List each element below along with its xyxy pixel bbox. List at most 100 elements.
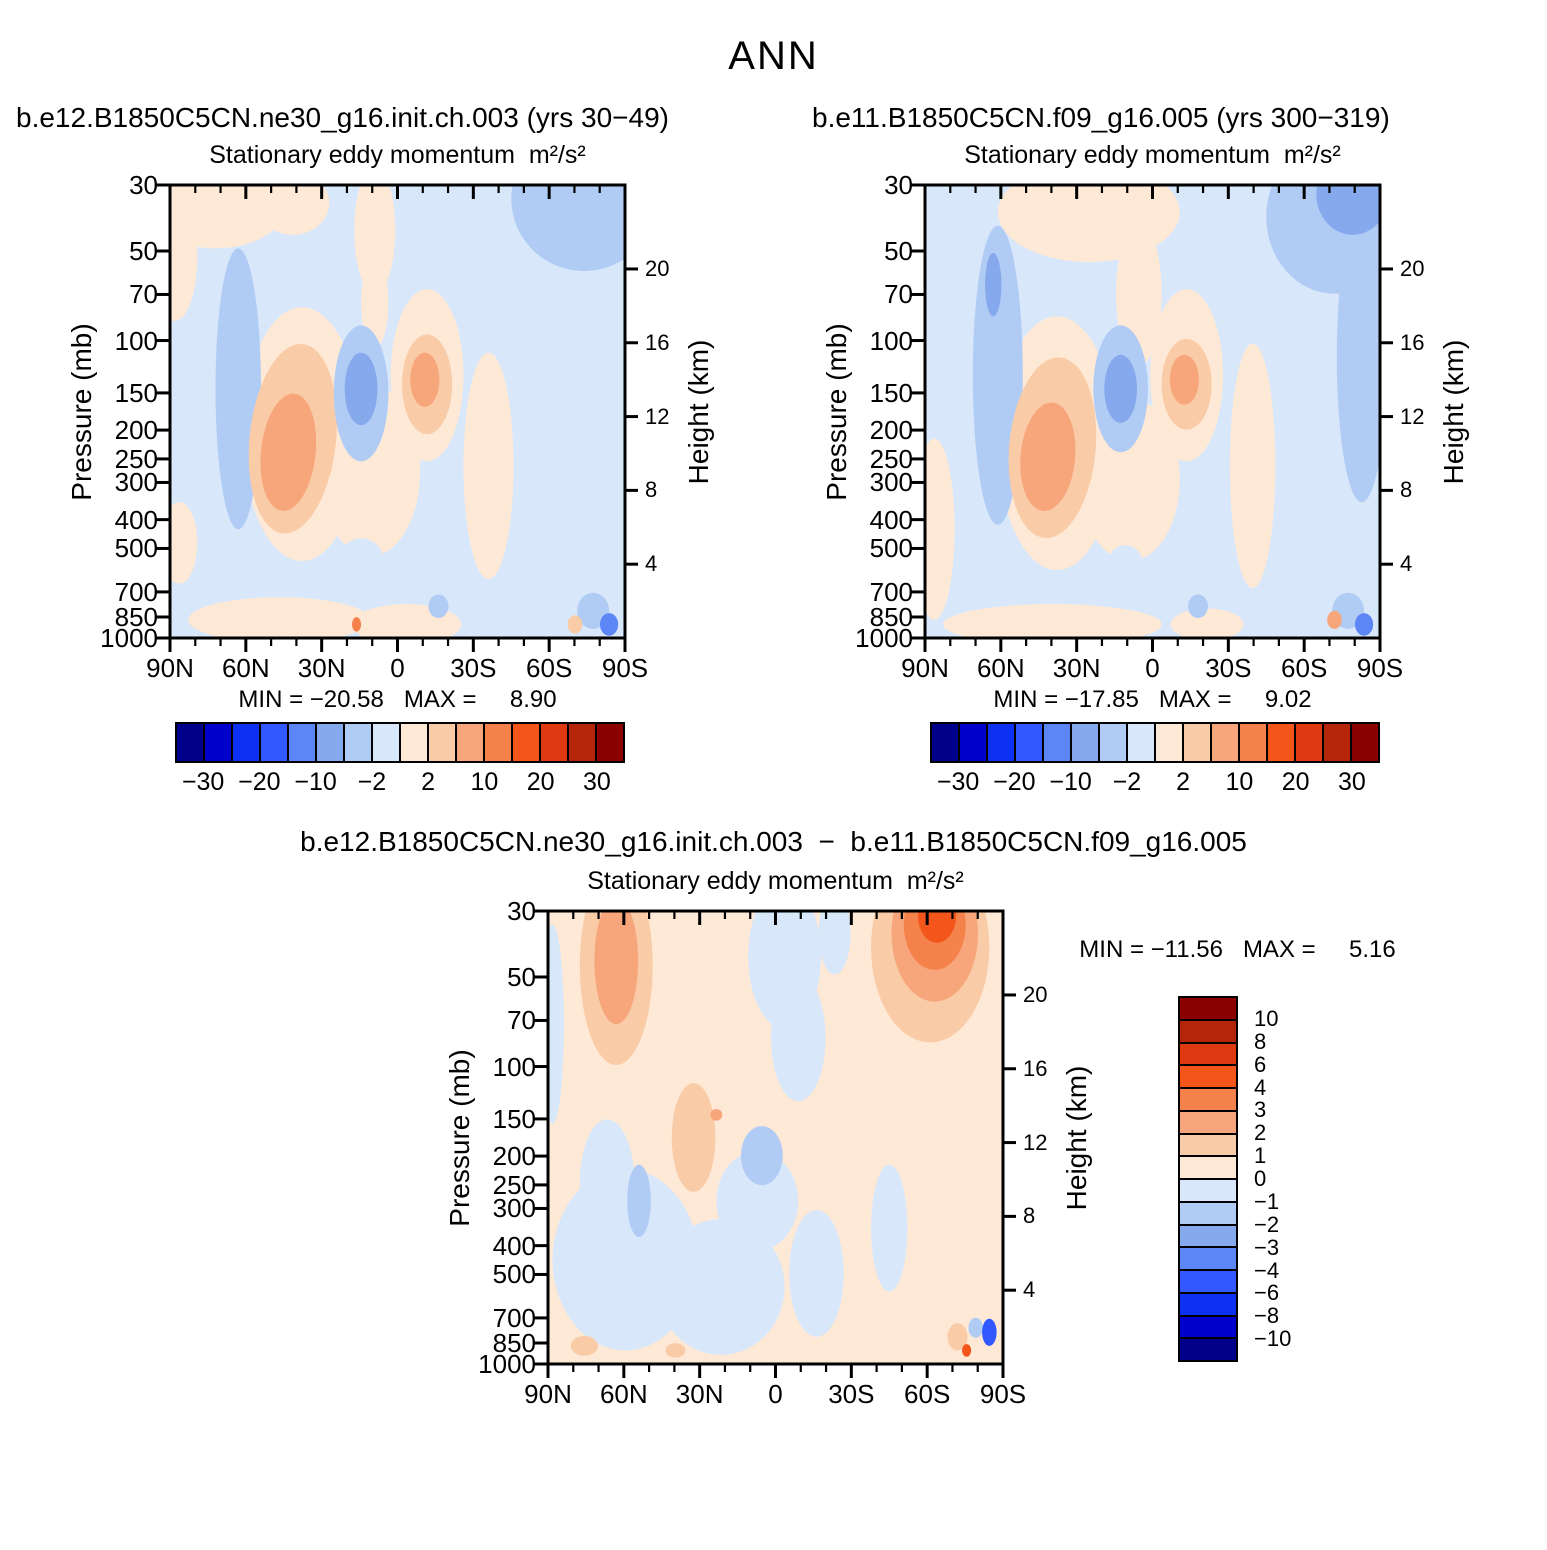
latitude-tick-label: 60N <box>221 653 270 683</box>
pressure-tick-label: 250 <box>869 443 913 474</box>
panel-diff-plot: 30 50 70 100 150 200 250 300 400 500 700 850 1000 20 1… <box>444 898 1092 1407</box>
colorbar-tick-label: −1 <box>1254 1188 1280 1214</box>
height-axis-label: Height (km) <box>1438 339 1469 484</box>
height-tick-label: 12 <box>645 403 670 429</box>
panel-case2-colorbar: −30 −20 −10 −2 2 10 20 30 <box>930 722 1380 795</box>
colorbar-cell <box>1178 1178 1238 1203</box>
colorbar-cell <box>175 722 205 763</box>
pressure-tick-label: 700 <box>492 1302 536 1333</box>
pressure-tick-label: 500 <box>869 533 913 564</box>
colorbar-tick-label: 30 <box>582 768 611 796</box>
height-tick-label: 8 <box>1023 1203 1036 1229</box>
colorbar-tick-label: 20 <box>1281 768 1310 796</box>
height-tick-label: 16 <box>645 329 670 355</box>
colorbar-cell <box>1178 1018 1238 1044</box>
pressure-tick-label: 150 <box>114 377 158 408</box>
pressure-tick-label: 200 <box>114 415 158 446</box>
pressure-tick-label: 1000 <box>855 623 913 653</box>
latitude-tick-label: 30S <box>450 653 497 683</box>
colorbar-cell <box>343 722 373 763</box>
colorbar-tick-label: 0 <box>1254 1166 1267 1191</box>
pressure-tick-label: 100 <box>492 1051 536 1082</box>
pressure-tick-label: 150 <box>869 377 913 408</box>
colorbar-cell <box>595 722 625 763</box>
panel-case1-header: b.e12.B1850C5CN.ne30_g16.init.ch.003 (yr… <box>16 102 669 133</box>
contour-field-case2 <box>911 183 1393 652</box>
height-axis-label: Height (km) <box>683 339 714 484</box>
colorbar-cell <box>1154 722 1184 763</box>
colorbar-cell <box>1178 1269 1238 1294</box>
height-axis-label: Height (km) <box>1061 1065 1092 1210</box>
pressure-tick-label: 300 <box>492 1193 536 1224</box>
panel-diff-subtitle: Stationary eddy momentum m²/s² <box>587 867 964 895</box>
latitude-tick-label: 30S <box>828 1379 875 1409</box>
colorbar-tick-label: 10 <box>1254 1005 1279 1031</box>
colorbar-cell <box>1178 996 1238 1021</box>
pressure-tick-label: 70 <box>884 279 913 310</box>
colorbar-cell <box>1178 1109 1238 1135</box>
colorbar-cell <box>1042 722 1072 763</box>
panel-case1-minmax: MIN = −20.58 MAX = 8.90 <box>238 686 557 713</box>
colorbar-cell <box>455 722 485 763</box>
colorbar-tick-label: 2 <box>421 768 436 796</box>
colorbar-tick-label: −2 <box>357 768 387 796</box>
colorbar-cell <box>1178 1314 1238 1340</box>
pressure-tick-label: 100 <box>114 325 158 356</box>
contour-field-diff <box>534 909 1016 1378</box>
latitude-tick-label: 90N <box>901 653 949 683</box>
colorbar-tick-label: −6 <box>1254 1280 1280 1306</box>
latitude-tick-label: 90S <box>1356 653 1404 683</box>
colorbar-tick-label: −8 <box>1254 1303 1280 1329</box>
panel-diff-colorbar: 10 8 6 4 3 2 1 0 −1 −2 −3 −4 −6 −8 −10 <box>1178 996 1291 1362</box>
colorbar-cell <box>1070 722 1100 763</box>
colorbar-tick-label: −3 <box>1254 1234 1280 1260</box>
colorbar-cell <box>399 722 429 763</box>
colorbar-cell <box>427 722 457 763</box>
panel-diff-header: b.e12.B1850C5CN.ne30_g16.init.ch.003 − b… <box>300 826 1247 857</box>
latitude-tick-label: 0 <box>1145 653 1160 683</box>
latitude-tick-label: 60S <box>904 1379 951 1409</box>
colorbar-cell <box>930 722 960 763</box>
colorbar-cell <box>1178 1200 1238 1226</box>
colorbar-cell <box>1182 722 1212 763</box>
pressure-tick-label: 200 <box>492 1141 536 1172</box>
colorbar-cell <box>958 722 988 763</box>
colorbar-cell <box>986 722 1016 763</box>
pressure-tick-label: 50 <box>129 235 158 266</box>
panel-case2-header: b.e11.B1850C5CN.f09_g16.005 (yrs 300−319… <box>812 102 1390 133</box>
height-tick-label: 4 <box>645 551 658 577</box>
colorbar-tick-label: −30 <box>936 768 980 796</box>
colorbar-tick-label: 1 <box>1254 1143 1267 1169</box>
colorbar-cell <box>567 722 597 763</box>
colorbar-cell <box>1098 722 1128 763</box>
panel-case2-plot: 30 50 70 100 150 200 250 300 400 500 700 850 1000 20 1… <box>821 172 1469 681</box>
pressure-tick-label: 500 <box>492 1259 536 1290</box>
colorbar-cell <box>1294 722 1324 763</box>
pressure-tick-label: 30 <box>507 896 536 926</box>
latitude-tick-label: 30N <box>1052 653 1101 683</box>
pressure-tick-label: 700 <box>869 576 913 607</box>
colorbar-tick-label: −10 <box>1049 768 1092 796</box>
latitude-tick-label: 90S <box>601 653 649 683</box>
panel-case1-plot: 30 50 70 100 150 200 250 300 400 500 700 850 1000 20 1… <box>66 172 714 681</box>
latitude-tick-label: 60S <box>1281 653 1328 683</box>
pressure-tick-label: 250 <box>114 443 158 474</box>
latitude-tick-label: 0 <box>390 653 405 683</box>
pressure-tick-label: 70 <box>129 279 158 310</box>
height-tick-label: 8 <box>1400 477 1413 503</box>
latitude-tick-label: 60N <box>976 653 1025 683</box>
colorbar-tick-label: −4 <box>1254 1257 1280 1283</box>
colorbar-cell <box>287 722 317 763</box>
colorbar-tick-label: 10 <box>470 768 499 796</box>
colorbar-tick-label: −30 <box>181 768 225 796</box>
height-tick-label: 16 <box>1023 1055 1048 1081</box>
height-tick-label: 16 <box>1400 329 1425 355</box>
pressure-tick-label: 850 <box>114 602 158 632</box>
colorbar-cell <box>1178 1223 1238 1249</box>
colorbar-cell <box>1350 722 1380 763</box>
pressure-tick-label: 250 <box>492 1169 536 1200</box>
colorbar-tick-label: −20 <box>993 768 1036 796</box>
latitude-tick-label: 0 <box>768 1379 783 1409</box>
pressure-tick-label: 30 <box>884 170 913 200</box>
